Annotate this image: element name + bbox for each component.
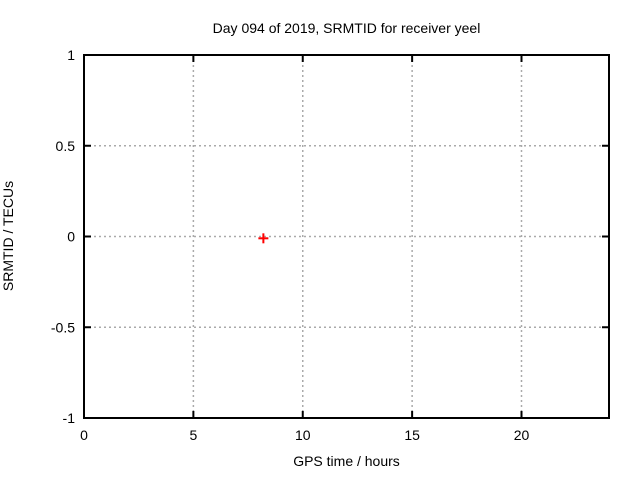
y-tick-label: -1 <box>63 410 76 426</box>
chart-title: Day 094 of 2019, SRMTID for receiver yee… <box>212 20 481 36</box>
y-tick-label: 0 <box>67 229 75 245</box>
y-tick-label: 0.5 <box>56 138 76 154</box>
x-tick-label: 20 <box>514 427 530 443</box>
x-tick-label: 5 <box>189 427 197 443</box>
x-axis-label: GPS time / hours <box>293 453 400 469</box>
x-tick-label: 10 <box>295 427 311 443</box>
x-tick-label: 0 <box>80 427 88 443</box>
x-tick-label: 15 <box>404 427 420 443</box>
y-tick-label: 1 <box>67 47 75 63</box>
y-tick-label: -0.5 <box>51 319 75 335</box>
